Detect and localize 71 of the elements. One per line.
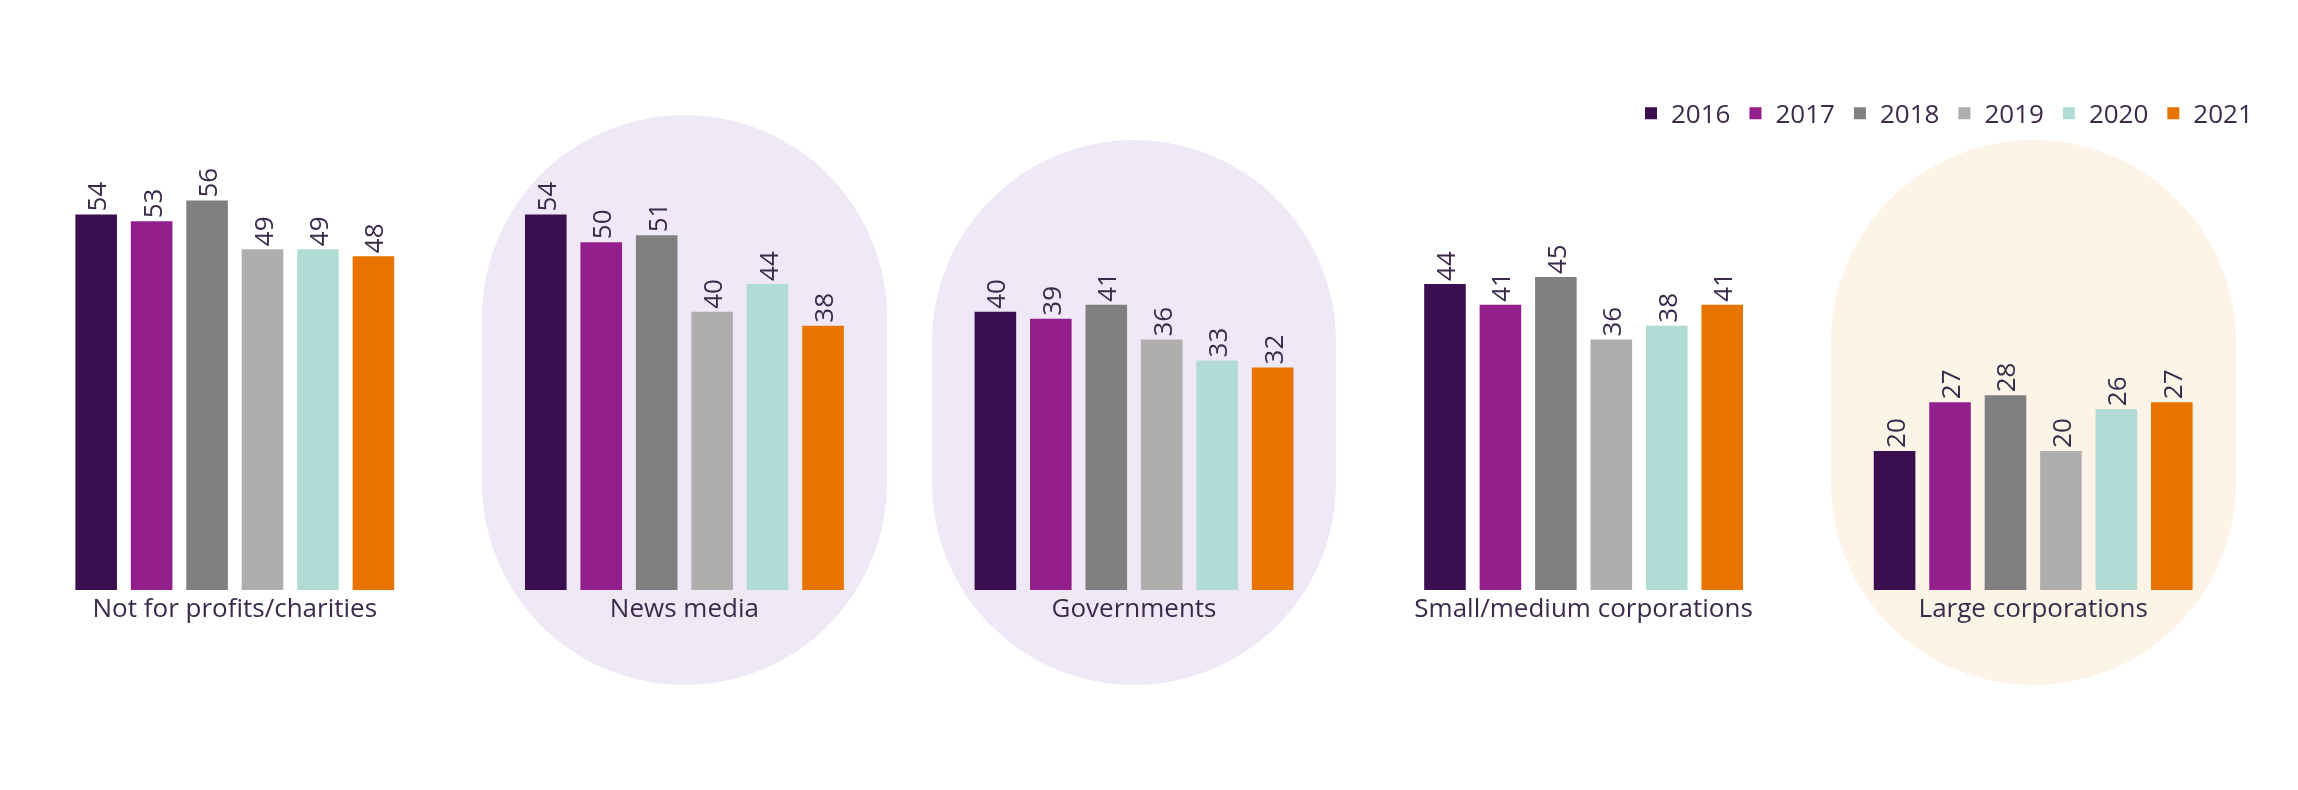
data-label: 27 [2153,369,2190,400]
data-label: 27 [1932,369,1969,400]
data-label: 38 [805,292,842,323]
x-tick-label: Governments [1051,589,1217,625]
bar [2151,402,2193,590]
data-label: 36 [1593,306,1630,337]
data-label: 51 [638,202,675,233]
data-label: 39 [1032,286,1069,316]
data-label: 49 [244,216,281,247]
data-label: 54 [78,181,115,212]
data-label: 44 [1426,251,1463,281]
bar [746,283,789,590]
bar [1929,402,1971,590]
data-label: 50 [583,209,620,240]
bar [1535,277,1577,590]
bar [1984,395,2027,590]
bar [2040,450,2082,590]
x-tick-label: Small/medium corporations [1414,589,1753,625]
x-tick-label: Not for profits/charities [92,589,378,625]
legend-label: 2019 [1984,95,2044,132]
bar [1196,360,1238,590]
bar [75,214,117,590]
data-label: 56 [189,167,226,198]
data-label: 45 [1537,244,1574,275]
bar [691,311,733,590]
data-label: 26 [2098,376,2135,407]
bar [1479,304,1522,590]
data-label: 53 [133,188,170,219]
bar [130,221,173,590]
data-label: 38 [1648,292,1685,323]
data-label: 41 [1704,272,1741,302]
bar [1590,339,1633,590]
x-tick-label: Large corporations [1918,589,2148,625]
bar [974,311,1017,590]
legend-label: 2016 [1671,95,1731,132]
data-label: 48 [355,223,392,254]
bar [2095,409,2138,590]
data-label: 40 [694,279,731,309]
bar [297,249,339,590]
legend-label: 2017 [1775,95,1835,132]
x-tick-label: News media [609,589,759,625]
bar [1701,304,1744,590]
bar [1030,318,1072,590]
bar [1873,450,1916,590]
bar [580,242,623,590]
bar [524,214,567,590]
data-label: 28 [1987,362,2024,393]
data-label: 20 [1876,418,1913,448]
legend-label: 2020 [2088,95,2149,132]
data-label: 33 [1199,327,1236,358]
data-label: 36 [1143,306,1180,337]
bar [635,235,678,590]
data-label: 32 [1254,334,1291,365]
bar [802,325,844,590]
data-label: 49 [299,216,336,247]
data-label: 54 [527,181,564,212]
data-label: 20 [2042,418,2079,448]
data-label: 41 [1482,272,1519,302]
data-label: 40 [977,279,1014,309]
data-label: 44 [749,251,786,281]
bar [241,249,284,590]
bar [352,256,395,590]
bar [1424,283,1466,590]
legend-label: 2021 [2193,95,2253,132]
legend-label: 2018 [1879,95,1940,132]
data-label: 41 [1088,272,1125,302]
bar [186,200,228,590]
bar [1140,339,1183,590]
bar [1251,367,1294,590]
bar [1085,304,1128,590]
bar [1645,325,1688,590]
